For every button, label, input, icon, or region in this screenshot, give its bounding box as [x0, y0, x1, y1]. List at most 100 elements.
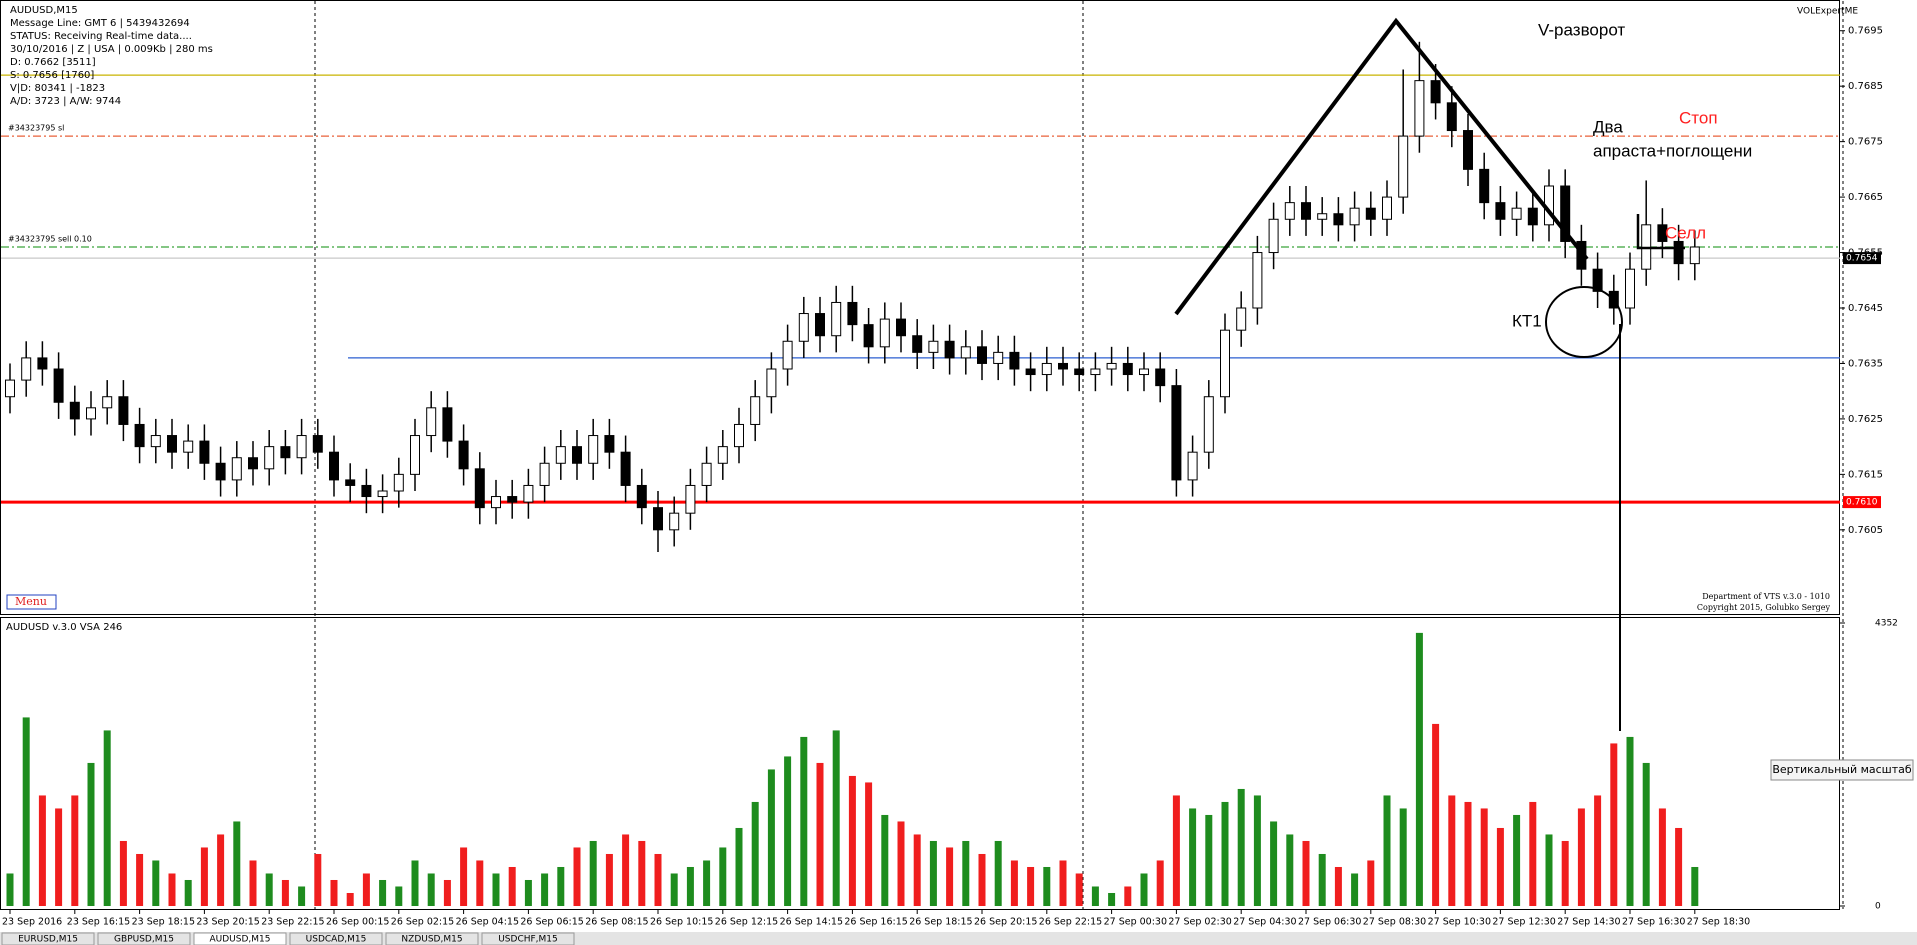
candle-body — [1511, 207, 1522, 220]
tab[interactable] — [193, 932, 287, 945]
candle-body — [653, 507, 663, 531]
candle-body — [458, 440, 469, 470]
volume-bar — [929, 840, 937, 906]
candle-body — [1220, 329, 1230, 398]
volume-bar — [670, 873, 678, 906]
tab[interactable] — [289, 932, 383, 945]
candle-body — [1430, 80, 1441, 104]
volume-bar — [1545, 834, 1553, 906]
volume-bar — [1270, 821, 1278, 906]
candle-body — [69, 401, 80, 420]
volume-bar — [119, 840, 127, 906]
volume-bar — [1658, 808, 1666, 906]
x-tick-label: 23 Sep 16:15 — [67, 917, 130, 928]
volume-bar — [816, 762, 824, 906]
volume-bar — [913, 834, 921, 906]
volume-bar — [1172, 795, 1180, 906]
candle-body — [1058, 362, 1068, 370]
candle-body — [167, 435, 177, 453]
tab[interactable] — [1, 932, 95, 945]
candle-body — [993, 351, 1004, 364]
credit: Department of VTS v.3.0 - 1010 — [1702, 592, 1830, 601]
tab-label[interactable]: EURUSD,M15 — [18, 935, 78, 945]
volume-bar — [1334, 866, 1342, 906]
volume-bar — [703, 860, 711, 906]
tab-label[interactable]: AUDUSD,M15 — [210, 935, 271, 945]
candle-body — [1106, 362, 1117, 370]
level-label: #34323795 sell 0.10 — [8, 235, 92, 244]
tab[interactable] — [481, 932, 575, 945]
candle-body — [280, 446, 291, 459]
candle-body — [847, 301, 858, 326]
candle-body — [426, 407, 437, 437]
tab[interactable] — [385, 932, 479, 945]
volume-bar — [1237, 788, 1245, 906]
volume-bar — [1367, 860, 1375, 906]
volume-bar — [152, 860, 160, 906]
menu-label[interactable]: Menu — [15, 595, 47, 608]
candle-body — [685, 484, 696, 514]
volume-bar — [962, 840, 970, 906]
annotation: Селл — [1665, 223, 1706, 242]
candle-body — [1203, 396, 1214, 453]
menu-button[interactable] — [6, 594, 57, 610]
volume-bar — [508, 866, 516, 906]
candle-body — [555, 446, 566, 464]
volume-bar — [865, 782, 873, 906]
candle-body — [523, 484, 534, 503]
volume-bar — [686, 866, 694, 906]
volume-bar — [1480, 808, 1488, 906]
candle-body — [636, 484, 647, 509]
y-tick-label: 0.7625 — [1848, 414, 1883, 425]
candle-body — [1349, 207, 1360, 226]
volume-bar — [168, 873, 176, 906]
candle-body — [329, 451, 339, 481]
annotation: Два — [1593, 117, 1623, 136]
candle-body — [1252, 252, 1263, 309]
candle-body — [539, 462, 550, 486]
candle-body — [1009, 351, 1020, 370]
price-tag — [1843, 496, 1881, 509]
candle-body — [150, 435, 161, 448]
price-tag — [1843, 252, 1881, 265]
candle-body — [977, 346, 987, 364]
volume-bar — [881, 814, 889, 906]
candle-body — [442, 407, 453, 442]
volume-bar — [1496, 827, 1504, 906]
x-tick-label: 26 Sep 00:15 — [326, 917, 389, 928]
candle-body — [928, 340, 939, 353]
kt1-circle — [1545, 286, 1623, 358]
volume-bar — [994, 840, 1002, 906]
volume-bar — [1626, 736, 1634, 906]
candle-body — [393, 473, 404, 492]
x-tick-label: 27 Sep 14:30 — [1557, 917, 1620, 928]
candle-body — [1560, 185, 1571, 242]
volume-bar — [1432, 723, 1440, 906]
tab[interactable] — [97, 932, 191, 945]
candle-body — [669, 512, 680, 531]
volume-bar — [1318, 853, 1326, 906]
tabs: EURUSD,M15 GBPUSD,M15 AUDUSD,M15 USDCAD,M15… — [1, 932, 575, 945]
y-tick-label: 0.7685 — [1848, 81, 1883, 92]
volume-bar — [1448, 795, 1456, 906]
info-line: D: 0.7662 [3511] — [10, 57, 96, 68]
price-tag-label: 0.7610 — [1846, 498, 1878, 508]
tab-label[interactable]: GBPUSD,M15 — [114, 935, 174, 945]
candle-body — [1139, 368, 1149, 376]
tab-label[interactable]: USDCAD,M15 — [306, 935, 367, 945]
volume-bar — [1642, 762, 1650, 906]
candle-body — [134, 423, 145, 448]
tab-label[interactable]: USDCHF,M15 — [498, 935, 558, 945]
brand: VOLExpertME — [1797, 7, 1858, 17]
annotation: V-разворот — [1538, 20, 1625, 39]
tab-label[interactable]: NZDUSD,M15 — [401, 935, 462, 945]
candle-body — [53, 368, 64, 403]
volume-bar — [427, 873, 435, 906]
volume-bar — [1156, 860, 1164, 906]
volume-bar — [1253, 795, 1261, 906]
candle-body — [1025, 368, 1036, 376]
volume-bar — [1675, 827, 1683, 906]
x-tick-label: 26 Sep 04:15 — [456, 917, 519, 928]
info-line: STATUS: Receiving Real-time data.... — [10, 31, 192, 42]
